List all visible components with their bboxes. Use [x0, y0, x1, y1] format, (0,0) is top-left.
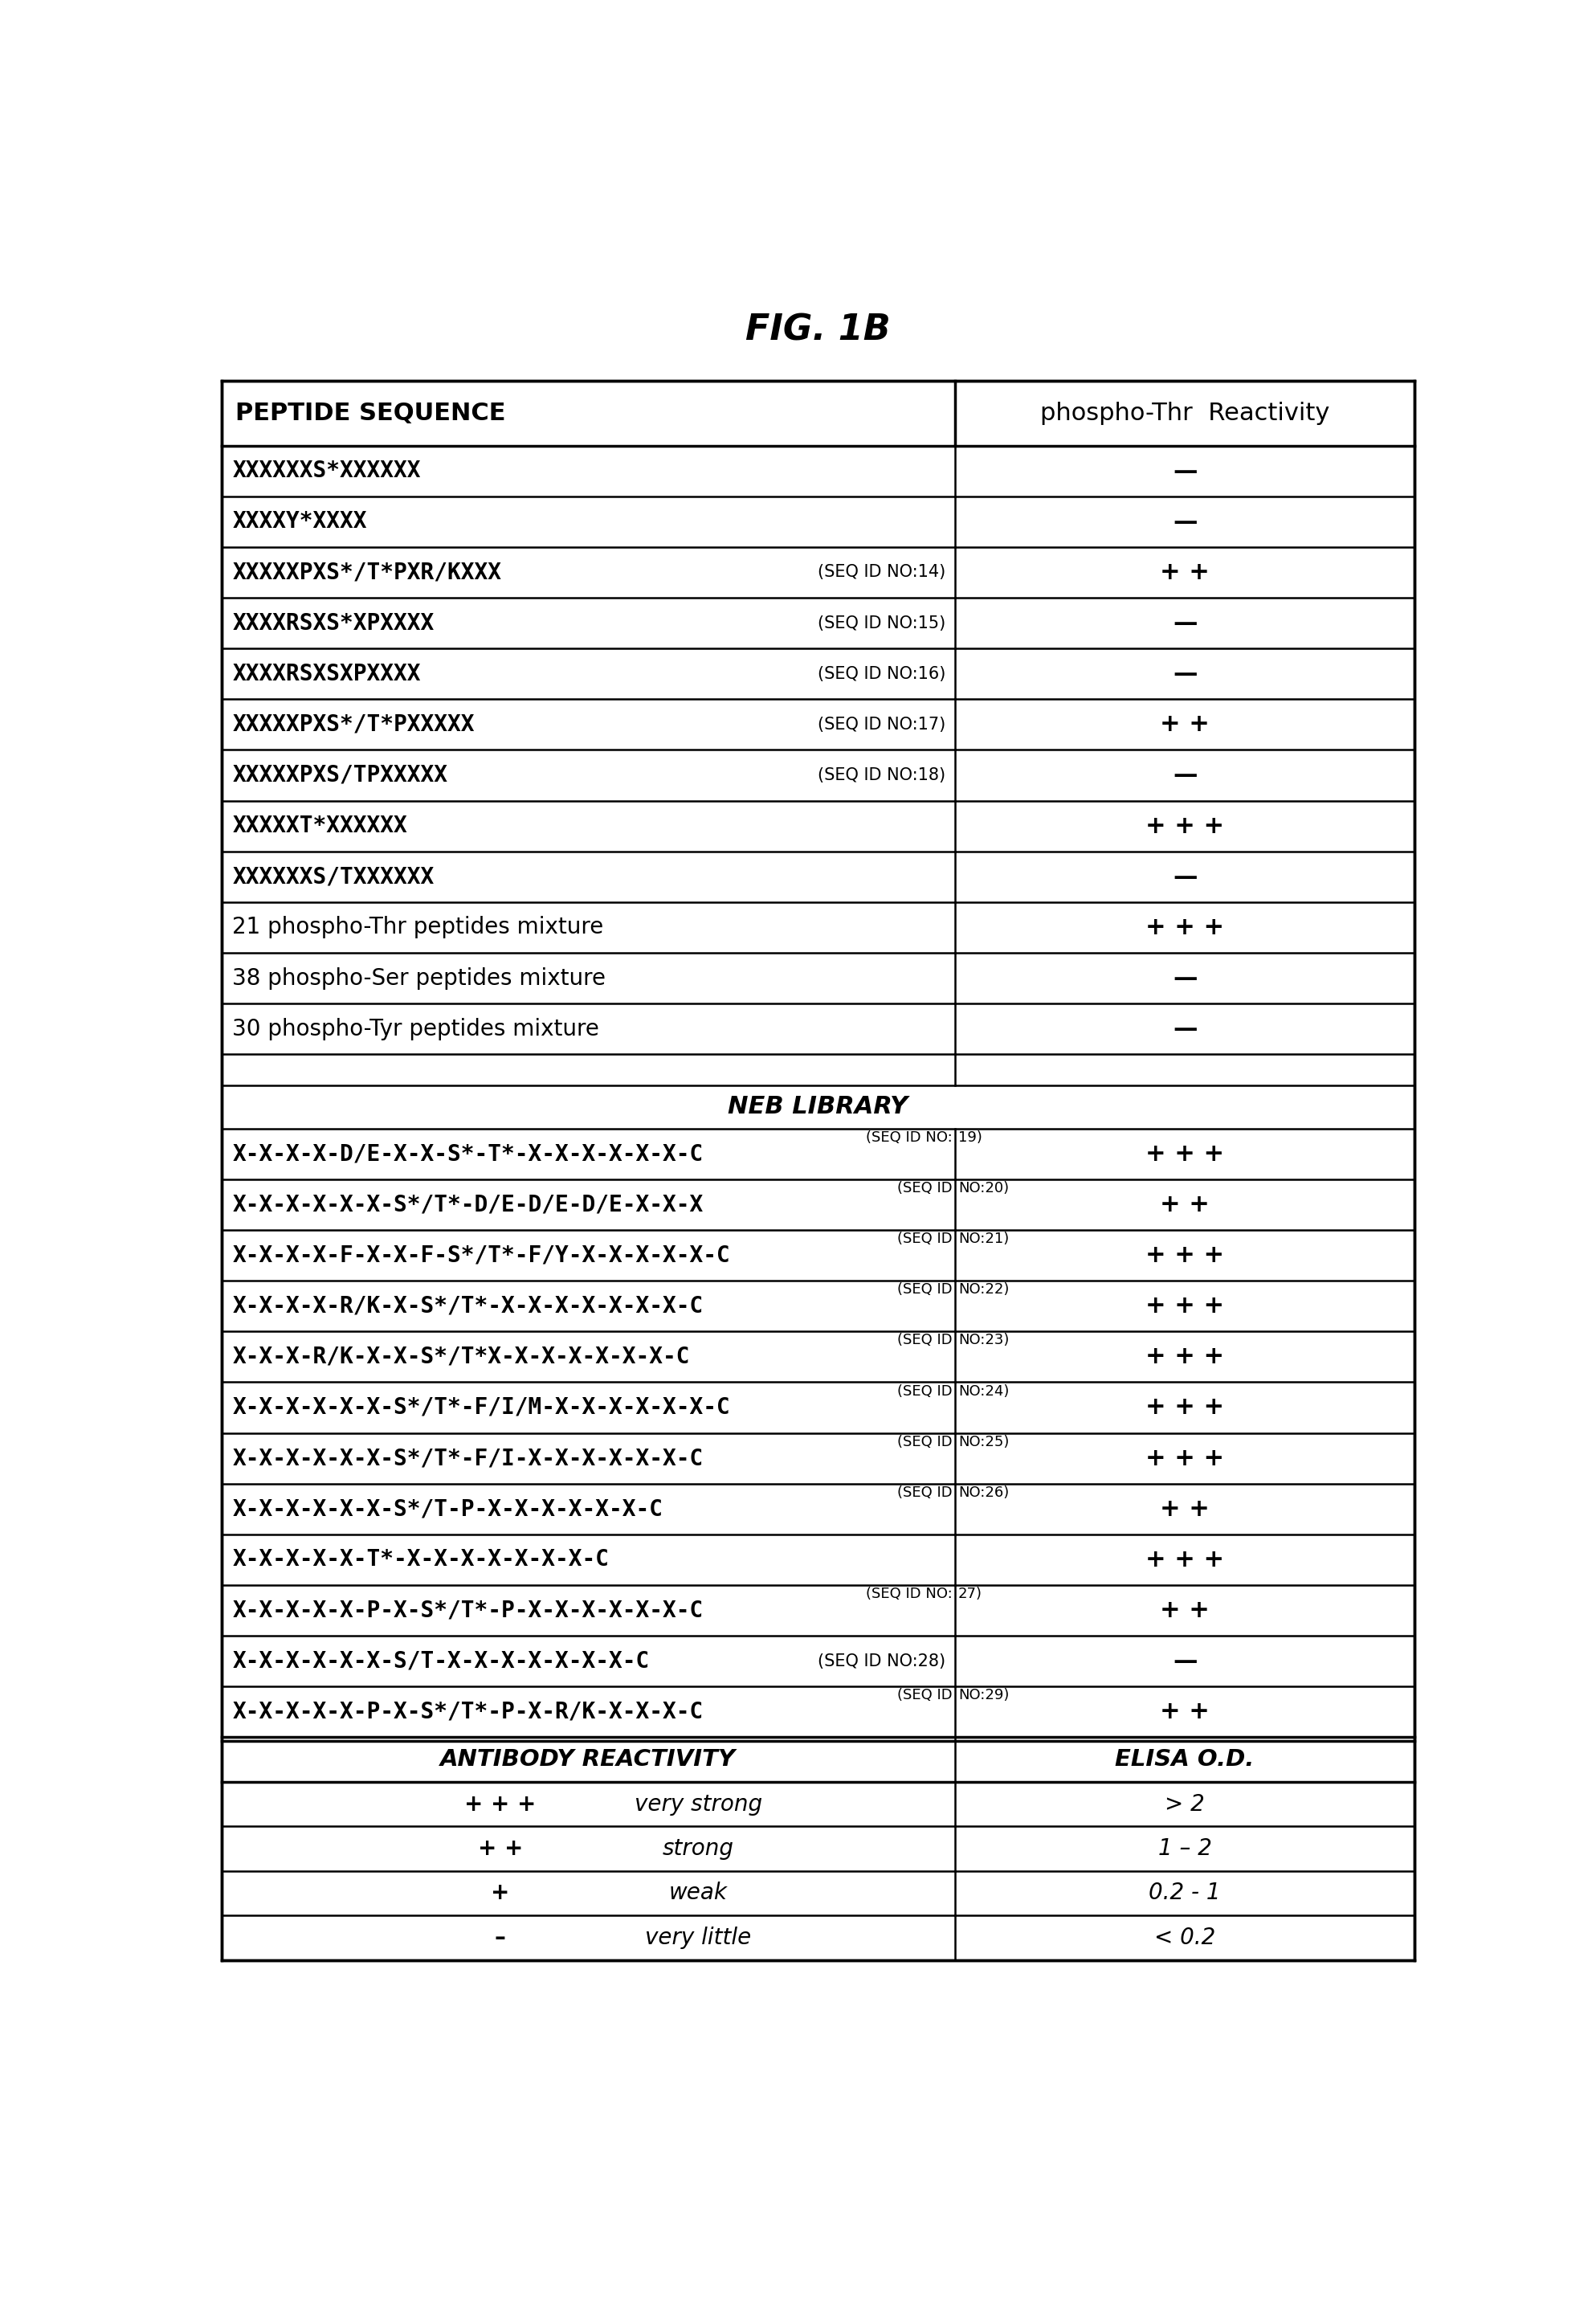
Text: (SEQ ID NO:14): (SEQ ID NO:14) — [817, 564, 946, 580]
Text: X-X-X-X-X-T*-X-X-X-X-X-X-X-C: X-X-X-X-X-T*-X-X-X-X-X-X-X-C — [233, 1548, 610, 1571]
Text: + + +: + + + — [464, 1792, 536, 1815]
Text: —: — — [1173, 1017, 1197, 1040]
Text: NO:29): NO:29) — [958, 1687, 1009, 1704]
Text: + + +: + + + — [1146, 815, 1224, 838]
Text: (SEQ ID NO:16): (SEQ ID NO:16) — [817, 666, 946, 682]
Text: (SEQ ID NO:17): (SEQ ID NO:17) — [817, 717, 946, 733]
Text: (SEQ ID: (SEQ ID — [897, 1687, 953, 1704]
Text: ANTIBODY REACTIVITY: ANTIBODY REACTIVITY — [440, 1748, 736, 1771]
Text: PEPTIDE SEQUENCE: PEPTIDE SEQUENCE — [235, 402, 506, 425]
Text: < 0.2: < 0.2 — [1154, 1926, 1216, 1950]
Text: X-X-X-X-F-X-X-F-S*/T*-F/Y-X-X-X-X-X-C: X-X-X-X-F-X-X-F-S*/T*-F/Y-X-X-X-X-X-C — [233, 1244, 731, 1267]
Text: (SEQ ID: (SEQ ID — [897, 1181, 953, 1195]
Text: (SEQ ID: (SEQ ID — [897, 1332, 953, 1349]
Text: NO:20): NO:20) — [958, 1181, 1009, 1195]
Text: (SEQ ID NO:15): (SEQ ID NO:15) — [817, 615, 946, 631]
Text: —: — — [1173, 764, 1197, 787]
Text: + + +: + + + — [1146, 917, 1224, 940]
Text: –: – — [495, 1926, 506, 1950]
Text: 27): 27) — [958, 1588, 983, 1601]
Text: FIG. 1B: FIG. 1B — [745, 313, 891, 348]
Text: X-X-X-X-X-X-S*/T*-F/I-X-X-X-X-X-X-C: X-X-X-X-X-X-S*/T*-F/I-X-X-X-X-X-X-C — [233, 1446, 704, 1469]
Text: (SEQ ID: (SEQ ID — [897, 1284, 953, 1297]
Text: XXXXRSXSXPXXXX: XXXXRSXSXPXXXX — [233, 661, 421, 685]
Text: X-X-X-X-X-X-S*/T-P-X-X-X-X-X-X-C: X-X-X-X-X-X-S*/T-P-X-X-X-X-X-X-C — [233, 1497, 662, 1520]
Text: NO:24): NO:24) — [958, 1383, 1009, 1397]
Text: —: — — [1173, 610, 1197, 634]
Text: X-X-X-X-R/K-X-S*/T*-X-X-X-X-X-X-X-C: X-X-X-X-R/K-X-S*/T*-X-X-X-X-X-X-X-C — [233, 1295, 704, 1318]
Text: 30 phospho-Tyr peptides mixture: 30 phospho-Tyr peptides mixture — [233, 1017, 600, 1040]
Text: (SEQ ID: (SEQ ID — [897, 1485, 953, 1499]
Text: phospho-Thr  Reactivity: phospho-Thr Reactivity — [1041, 402, 1329, 425]
Text: strong: strong — [662, 1838, 734, 1859]
Text: X-X-X-R/K-X-X-S*/T*X-X-X-X-X-X-X-C: X-X-X-R/K-X-X-S*/T*X-X-X-X-X-X-X-C — [233, 1346, 689, 1367]
Text: —: — — [1173, 966, 1197, 989]
Text: + +: + + — [1160, 1599, 1210, 1622]
Text: +: + — [492, 1882, 509, 1903]
Text: X-X-X-X-D/E-X-X-S*-T*-X-X-X-X-X-X-C: X-X-X-X-D/E-X-X-S*-T*-X-X-X-X-X-X-C — [233, 1142, 704, 1165]
Text: (SEQ ID: (SEQ ID — [897, 1434, 953, 1448]
Text: + +: + + — [1160, 1193, 1210, 1216]
Text: NO:21): NO:21) — [958, 1232, 1009, 1246]
Text: (SEQ ID: (SEQ ID — [897, 1232, 953, 1246]
Text: + +: + + — [1160, 1701, 1210, 1725]
Text: + +: + + — [1160, 1497, 1210, 1520]
Text: (SEQ ID NO:18): (SEQ ID NO:18) — [819, 768, 946, 782]
Text: 19): 19) — [958, 1130, 982, 1144]
Text: NEB LIBRARY: NEB LIBRARY — [728, 1096, 908, 1119]
Text: XXXXXPXS/TPXXXXX: XXXXXPXS/TPXXXXX — [233, 764, 448, 787]
Text: 21 phospho-Thr peptides mixture: 21 phospho-Thr peptides mixture — [233, 917, 603, 938]
Text: (SEQ ID NO:28): (SEQ ID NO:28) — [819, 1653, 946, 1669]
Text: NO:23): NO:23) — [958, 1332, 1009, 1349]
Text: ELISA O.D.: ELISA O.D. — [1116, 1748, 1254, 1771]
Text: X-X-X-X-X-P-X-S*/T*-P-X-X-X-X-X-X-C: X-X-X-X-X-P-X-S*/T*-P-X-X-X-X-X-X-C — [233, 1599, 704, 1622]
Text: + + +: + + + — [1146, 1346, 1224, 1369]
Text: + + +: + + + — [1146, 1142, 1224, 1165]
Text: + +: + + — [1160, 713, 1210, 736]
Text: + + +: + + + — [1146, 1244, 1224, 1267]
Text: XXXXXT*XXXXXX: XXXXXT*XXXXXX — [233, 815, 407, 838]
Text: XXXXXXS*XXXXXX: XXXXXXS*XXXXXX — [233, 460, 421, 483]
Text: 1 – 2: 1 – 2 — [1159, 1838, 1211, 1859]
Text: XXXXXPXS*/T*PXR/KXXX: XXXXXPXS*/T*PXR/KXXX — [233, 562, 501, 583]
Text: X-X-X-X-X-X-S/T-X-X-X-X-X-X-X-C: X-X-X-X-X-X-S/T-X-X-X-X-X-X-X-C — [233, 1650, 650, 1673]
Text: NO:25): NO:25) — [958, 1434, 1009, 1448]
Text: —: — — [1173, 511, 1197, 534]
Text: + + +: + + + — [1146, 1446, 1224, 1469]
Text: (SEQ ID NO:: (SEQ ID NO: — [865, 1588, 953, 1601]
Text: (SEQ ID: (SEQ ID — [897, 1383, 953, 1397]
Text: 38 phospho-Ser peptides mixture: 38 phospho-Ser peptides mixture — [233, 968, 606, 989]
Text: > 2: > 2 — [1165, 1792, 1205, 1815]
Text: —: — — [1173, 661, 1197, 685]
Text: —: — — [1173, 866, 1197, 889]
Text: X-X-X-X-X-X-S*/T*-F/I/M-X-X-X-X-X-X-C: X-X-X-X-X-X-S*/T*-F/I/M-X-X-X-X-X-X-C — [233, 1397, 731, 1418]
Text: XXXXXPXS*/T*PXXXXX: XXXXXPXS*/T*PXXXXX — [233, 713, 474, 736]
Text: + +: + + — [1160, 562, 1210, 585]
Text: —: — — [1173, 1650, 1197, 1673]
Text: + + +: + + + — [1146, 1548, 1224, 1571]
Text: (SEQ ID NO:: (SEQ ID NO: — [865, 1130, 953, 1144]
Text: weak: weak — [669, 1882, 728, 1903]
Text: 0.2 - 1: 0.2 - 1 — [1149, 1882, 1221, 1903]
Text: + +: + + — [477, 1838, 523, 1859]
Text: X-X-X-X-X-P-X-S*/T*-P-X-R/K-X-X-X-C: X-X-X-X-X-P-X-S*/T*-P-X-R/K-X-X-X-C — [233, 1701, 704, 1722]
Text: NO:22): NO:22) — [958, 1284, 1009, 1297]
Text: NO:26): NO:26) — [958, 1485, 1009, 1499]
Text: + + +: + + + — [1146, 1295, 1224, 1318]
Text: XXXXRSXS*XPXXXX: XXXXRSXS*XPXXXX — [233, 613, 434, 634]
Text: + + +: + + + — [1146, 1395, 1224, 1418]
Text: X-X-X-X-X-X-S*/T*-D/E-D/E-D/E-X-X-X: X-X-X-X-X-X-S*/T*-D/E-D/E-D/E-X-X-X — [233, 1193, 704, 1216]
Text: very little: very little — [645, 1926, 752, 1950]
Text: XXXXY*XXXX: XXXXY*XXXX — [233, 511, 367, 534]
Bar — [222, 381, 1414, 1959]
Text: XXXXXXS/TXXXXXX: XXXXXXS/TXXXXXX — [233, 866, 434, 889]
Text: —: — — [1173, 460, 1197, 483]
Text: very strong: very strong — [635, 1792, 763, 1815]
